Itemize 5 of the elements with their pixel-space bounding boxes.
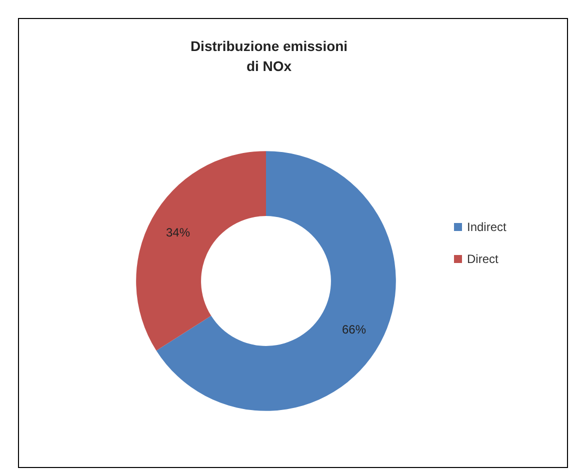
data-label: 34% [166,226,190,240]
legend-label: Indirect [467,220,508,234]
chart-title: Distribuzione emissioni di NOx [190,38,348,74]
data-label: 66% [342,322,366,336]
legend-label: Direct [467,252,499,266]
